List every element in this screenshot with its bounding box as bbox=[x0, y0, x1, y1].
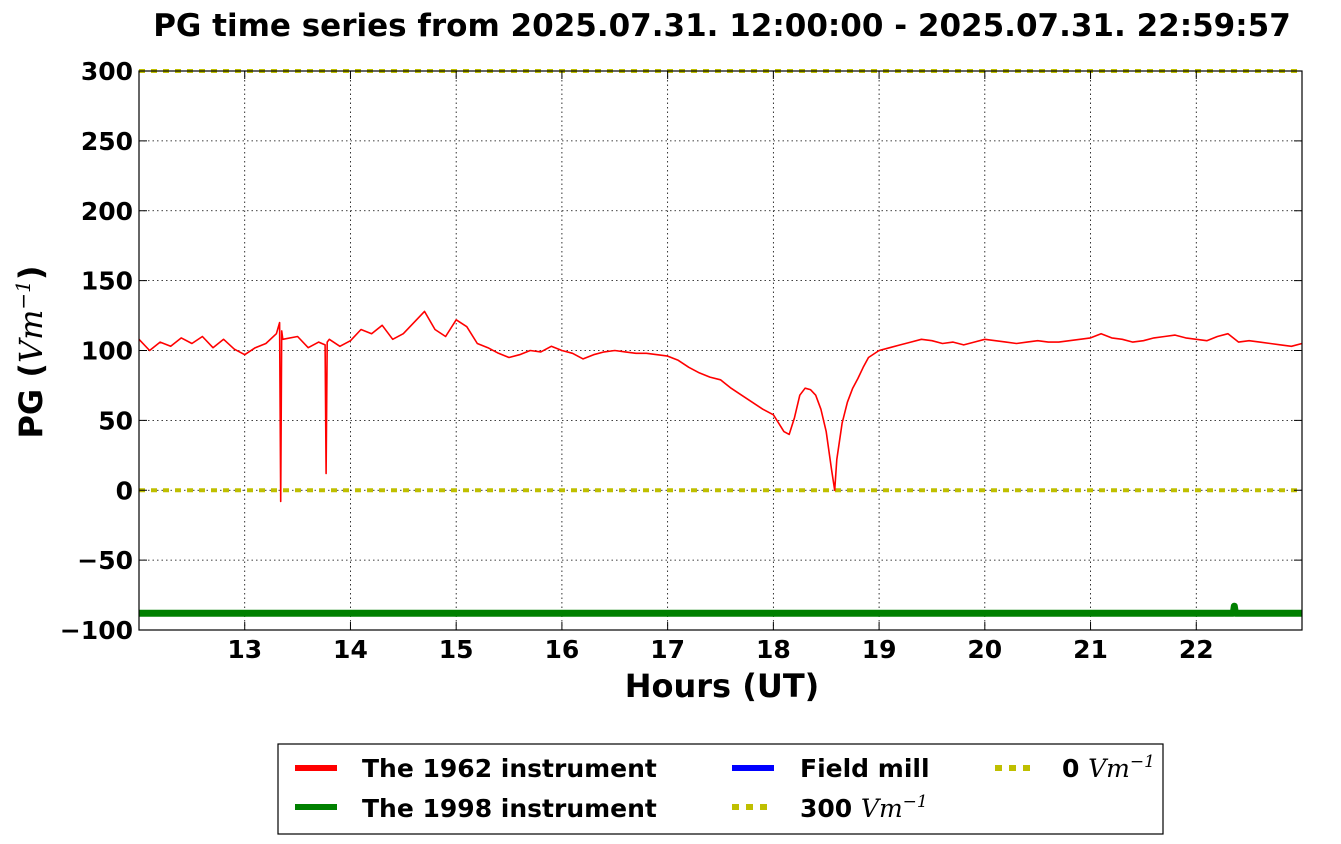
legend-label-0-exponent: −1 bbox=[1130, 752, 1155, 772]
legend-label-field-mill: Field mill bbox=[800, 754, 930, 783]
y-tick-label: 200 bbox=[81, 197, 133, 226]
x-tick-label: 20 bbox=[967, 635, 1002, 664]
legend-label-300-prefix: 300 bbox=[800, 794, 861, 823]
x-tick-label: 14 bbox=[333, 635, 368, 664]
y-axis-label-prefix: PG ( bbox=[12, 363, 50, 438]
y-tick-label: 250 bbox=[81, 127, 133, 156]
y-tick-label: 50 bbox=[98, 406, 133, 435]
y-axis-label-exponent: −1 bbox=[11, 280, 35, 309]
grid-lines bbox=[139, 71, 1302, 630]
plot-series bbox=[138, 69, 1303, 617]
x-tick-label: 15 bbox=[439, 635, 474, 664]
series-line-1998-instrument bbox=[139, 602, 1302, 617]
y-axis-label-unit: Vm bbox=[12, 310, 50, 363]
legend-label-300-exponent: −1 bbox=[903, 792, 928, 812]
legend-label-0-prefix: 0 bbox=[1062, 754, 1088, 783]
x-tick-label: 19 bbox=[862, 635, 897, 664]
x-axis-label: Hours (UT) bbox=[625, 667, 820, 705]
legend: The 1962 instrument The 1998 instrument … bbox=[277, 743, 1164, 835]
x-tick-label: 16 bbox=[545, 635, 580, 664]
x-tick-label: 17 bbox=[650, 635, 685, 664]
y-axis-label: PG (Vm−1) bbox=[11, 265, 50, 438]
y-tick-label: −100 bbox=[60, 616, 133, 645]
legend-label-0: 0 Vm−1 bbox=[1062, 752, 1155, 783]
x-tick-labels: 13 14 15 16 17 18 19 20 21 22 bbox=[227, 635, 1213, 664]
legend-box bbox=[277, 743, 1164, 835]
legend-label-0-unit: Vm bbox=[1088, 754, 1130, 783]
y-tick-label: 0 bbox=[116, 476, 133, 505]
axis-ticks bbox=[139, 70, 1302, 631]
chart-title: PG time series from 2025.07.31. 12:00:00… bbox=[153, 8, 1291, 44]
legend-label-300: 300 Vm−1 bbox=[800, 792, 928, 823]
y-tick-labels: −100 −50 0 50 100 150 200 250 300 bbox=[60, 57, 133, 645]
y-tick-label: 100 bbox=[81, 337, 133, 366]
legend-label-1998: The 1998 instrument bbox=[362, 794, 657, 823]
series-line-1962-instrument bbox=[138, 310, 1303, 503]
y-tick-label: 300 bbox=[81, 57, 133, 86]
x-tick-label: 18 bbox=[756, 635, 791, 664]
legend-label-300-unit: Vm bbox=[861, 794, 903, 823]
x-tick-label: 13 bbox=[227, 635, 262, 664]
y-axis-label-suffix: ) bbox=[12, 265, 50, 280]
x-tick-label: 22 bbox=[1179, 635, 1214, 664]
legend-label-1962: The 1962 instrument bbox=[362, 754, 657, 783]
y-tick-label: −50 bbox=[77, 546, 133, 575]
x-tick-label: 21 bbox=[1073, 635, 1108, 664]
y-tick-label: 150 bbox=[81, 267, 133, 296]
